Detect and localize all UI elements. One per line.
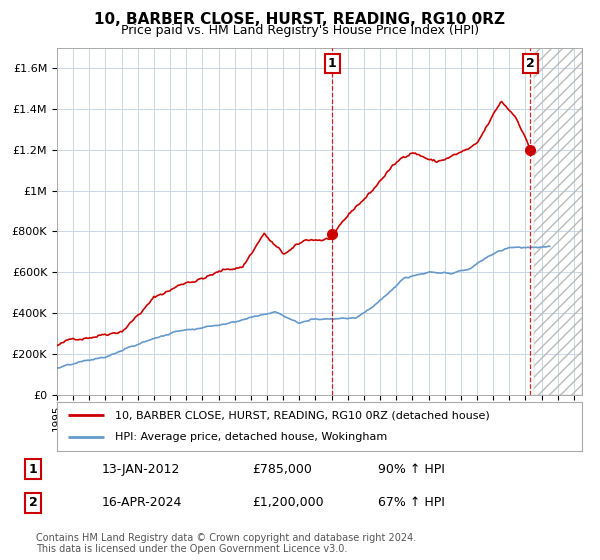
Text: £1,200,000: £1,200,000 xyxy=(252,496,323,510)
Text: 10, BARBER CLOSE, HURST, READING, RG10 0RZ (detached house): 10, BARBER CLOSE, HURST, READING, RG10 0… xyxy=(115,410,490,421)
Text: Contains HM Land Registry data © Crown copyright and database right 2024.
This d: Contains HM Land Registry data © Crown c… xyxy=(36,533,416,554)
Text: 2: 2 xyxy=(29,496,37,510)
Bar xyxy=(533,48,582,395)
Text: HPI: Average price, detached house, Wokingham: HPI: Average price, detached house, Woki… xyxy=(115,432,387,442)
Text: 13-JAN-2012: 13-JAN-2012 xyxy=(102,463,181,476)
Text: Price paid vs. HM Land Registry's House Price Index (HPI): Price paid vs. HM Land Registry's House … xyxy=(121,24,479,36)
Text: 67% ↑ HPI: 67% ↑ HPI xyxy=(378,496,445,510)
Text: 10, BARBER CLOSE, HURST, READING, RG10 0RZ: 10, BARBER CLOSE, HURST, READING, RG10 0… xyxy=(95,12,505,27)
Text: 2: 2 xyxy=(526,57,535,70)
Text: £785,000: £785,000 xyxy=(252,463,312,476)
Text: 1: 1 xyxy=(328,57,337,70)
Bar xyxy=(533,48,582,395)
Text: 90% ↑ HPI: 90% ↑ HPI xyxy=(378,463,445,476)
Text: 16-APR-2024: 16-APR-2024 xyxy=(102,496,182,510)
Text: 1: 1 xyxy=(29,463,37,476)
